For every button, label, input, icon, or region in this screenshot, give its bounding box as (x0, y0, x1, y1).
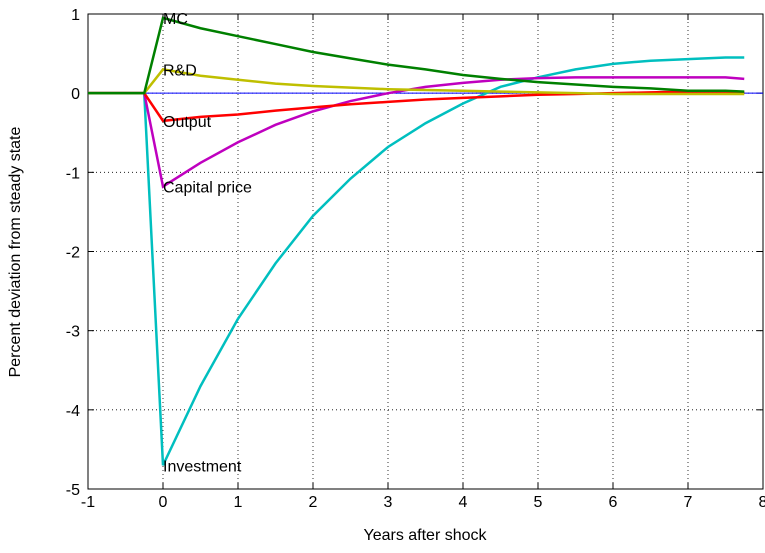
y-tick-label: 0 (71, 86, 80, 103)
plot-frame (87, 13, 764, 490)
y-tick-label: -5 (66, 482, 80, 499)
series-line (88, 56, 745, 466)
x-tick-label: 4 (459, 494, 468, 511)
x-tick-label: 5 (534, 494, 543, 511)
series-line (88, 16, 745, 95)
y-tick-label: -1 (66, 165, 80, 182)
x-tick-label: 3 (384, 494, 393, 511)
x-tick-label: 6 (609, 494, 618, 511)
series-label: Capital price (163, 180, 252, 197)
series-label: MC (163, 11, 188, 28)
x-tick-label: -1 (81, 494, 95, 511)
x-tick-label: 2 (309, 494, 318, 511)
y-tick-label: 1 (71, 7, 80, 24)
x-tick-label: 8 (759, 494, 765, 511)
y-tick-label: -2 (66, 245, 80, 262)
x-tick-label: 1 (234, 494, 243, 511)
x-tick-label: 0 (159, 494, 168, 511)
series-line (88, 68, 745, 96)
y-tick-label: -3 (66, 324, 80, 341)
series-label: Output (163, 114, 212, 131)
y-axis-label: Percent deviation from steady state (7, 127, 24, 378)
x-axis-label: Years after shock (363, 527, 487, 544)
series-line (88, 76, 745, 189)
series-label: Investment (163, 458, 242, 475)
series-line (88, 90, 745, 123)
series-label: R&D (163, 62, 197, 79)
y-tick-label: -4 (66, 403, 80, 420)
x-tick-label: 7 (684, 494, 693, 511)
